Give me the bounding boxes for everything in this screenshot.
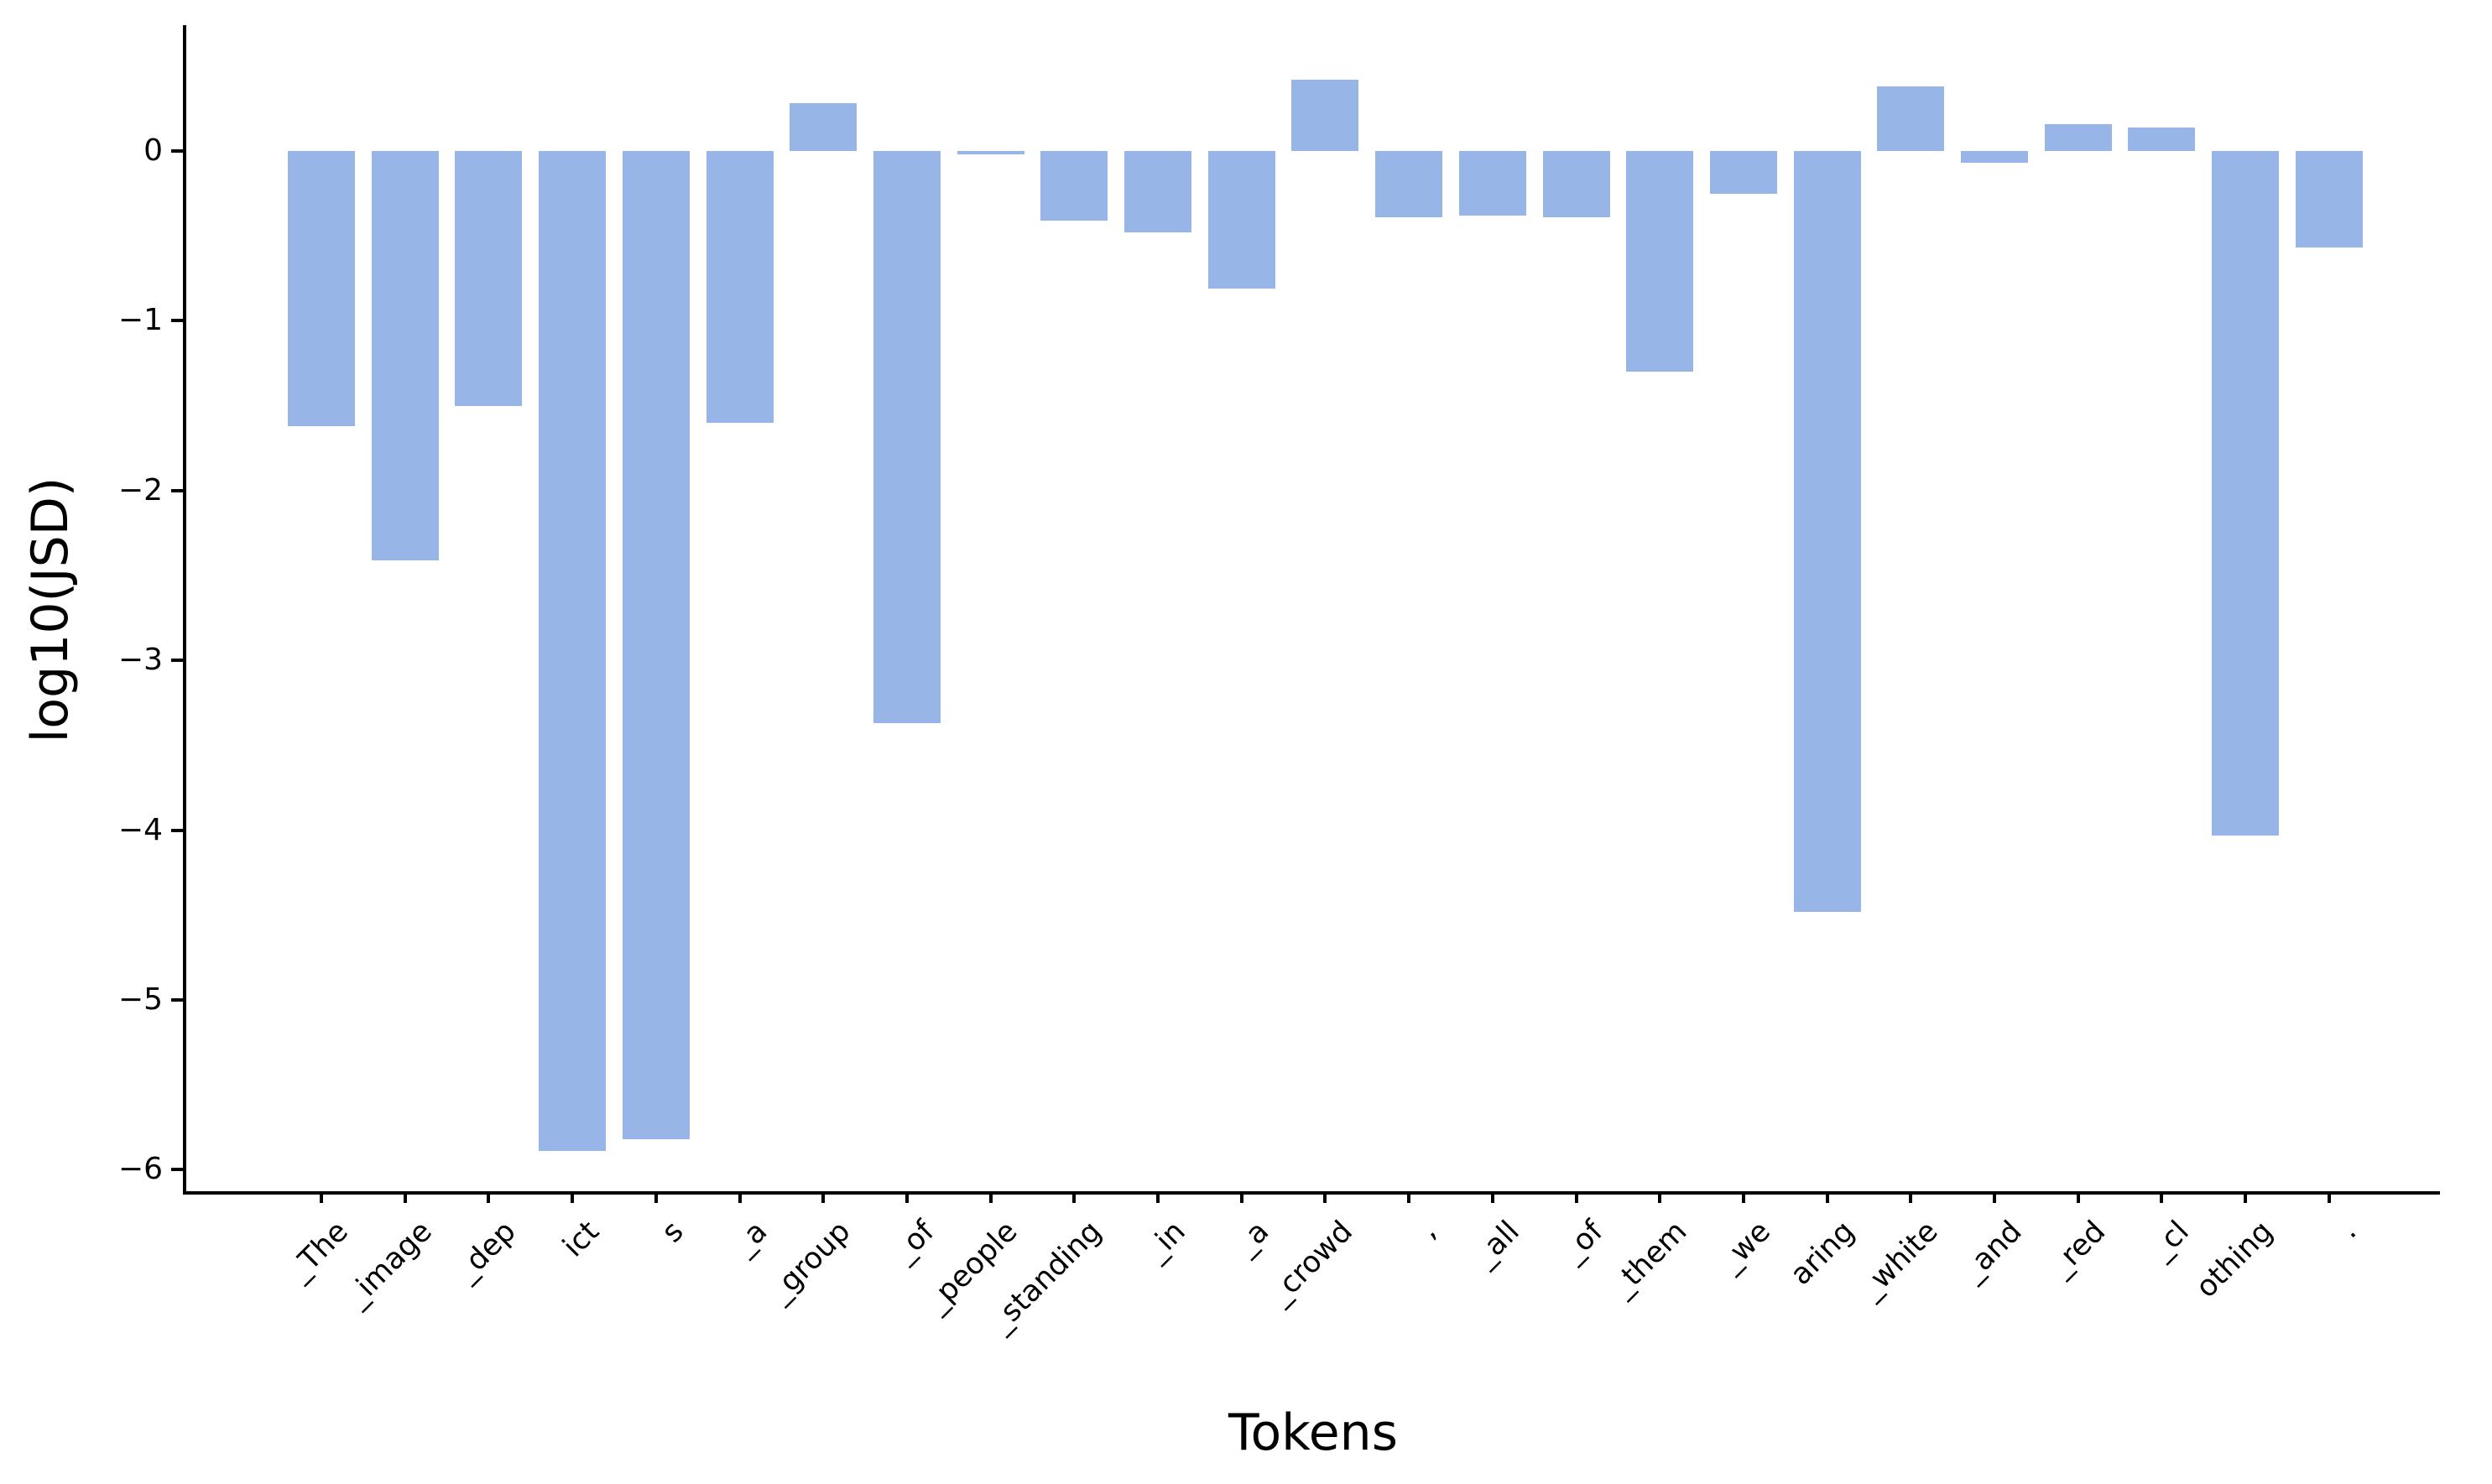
- x-tick-mark-11: [1239, 1191, 1243, 1203]
- bar-,: [1375, 151, 1443, 217]
- x-tick-mark-18: [1825, 1191, 1829, 1203]
- x-tick-label-_The: _The: [282, 1215, 356, 1288]
- bar-_and: [1961, 151, 2028, 164]
- x-tick-mark-16: [1658, 1191, 1662, 1203]
- x-tick-mark-5: [738, 1191, 742, 1203]
- y-tick-mark-0: [171, 149, 183, 153]
- bar-othing: [2212, 151, 2280, 836]
- x-tick-mark-6: [821, 1191, 826, 1203]
- bar-_in: [1124, 151, 1191, 233]
- bar-s: [622, 151, 690, 1139]
- x-tick-label-_of: _of: [1556, 1215, 1610, 1269]
- bar-ict: [539, 151, 607, 1152]
- x-tick-label-.: .: [2332, 1215, 2364, 1246]
- x-tick-label-othing: othing: [2189, 1215, 2280, 1305]
- x-tick-mark-17: [1741, 1191, 1745, 1203]
- bar-aring: [1793, 151, 1861, 912]
- y-tick-mark--6: [171, 1168, 183, 1172]
- x-tick-label-_image: _image: [340, 1215, 439, 1314]
- y-tick-label--2: −2: [117, 472, 163, 508]
- x-tick-mark-0: [320, 1191, 323, 1203]
- y-tick-mark--1: [171, 319, 183, 323]
- x-tick-mark-22: [2160, 1191, 2164, 1203]
- x-tick-label-_in: _in: [1139, 1215, 1192, 1268]
- y-tick-mark--4: [171, 828, 183, 832]
- y-tick-mark--2: [171, 488, 183, 492]
- x-tick-label-s: s: [654, 1215, 691, 1250]
- x-tick-mark-13: [1407, 1191, 1411, 1203]
- x-tick-mark-24: [2327, 1191, 2331, 1203]
- bar-_a: [706, 151, 774, 423]
- x-tick-mark-1: [403, 1191, 407, 1203]
- x-tick-mark-10: [1156, 1191, 1160, 1203]
- x-tick-label-_them: _them: [1605, 1215, 1694, 1304]
- x-tick-label-_cl: _cl: [2144, 1215, 2196, 1267]
- x-tick-mark-12: [1323, 1191, 1327, 1203]
- x-tick-label-_all: _all: [1468, 1215, 1527, 1273]
- x-tick-mark-7: [905, 1191, 909, 1203]
- bar-_all: [1458, 151, 1526, 216]
- x-tick-mark-23: [2244, 1191, 2248, 1203]
- bar-_of: [873, 151, 941, 724]
- x-tick-mark-20: [1993, 1191, 1996, 1203]
- x-tick-label-aring: aring: [1783, 1215, 1861, 1292]
- y-axis-label: log10(JSD): [21, 476, 80, 743]
- bar-_white: [1877, 86, 1945, 151]
- plot-area: 0 −1 −2 −3 −4 −5 −6 _The _image _dep ict s _a _group…: [118, 25, 2440, 1339]
- bar-_a: [1207, 151, 1275, 289]
- y-tick-label--6: −6: [117, 1152, 163, 1187]
- bar-.: [2295, 151, 2363, 248]
- bar-_them: [1626, 151, 1694, 372]
- bar-_red: [2044, 123, 2112, 151]
- bar-_The: [288, 151, 355, 426]
- x-tick-label-_red: _red: [2043, 1215, 2112, 1284]
- y-tick-mark--3: [171, 659, 183, 663]
- x-tick-mark-2: [487, 1191, 491, 1203]
- y-tick-label-0: 0: [143, 133, 163, 168]
- x-tick-label-_white: _white: [1853, 1215, 1945, 1306]
- bar-_standing: [1040, 151, 1108, 221]
- x-tick-label-ict: ict: [556, 1215, 607, 1264]
- y-tick-label--5: −5: [117, 982, 163, 1017]
- x-tick-mark-15: [1574, 1191, 1578, 1203]
- x-tick-label-_we: _we: [1713, 1215, 1778, 1279]
- x-tick-mark-21: [2076, 1191, 2080, 1203]
- x-tick-mark-4: [654, 1191, 658, 1203]
- y-tick-label--3: −3: [117, 643, 163, 678]
- bar-_dep: [455, 151, 523, 406]
- x-tick-mark-19: [1909, 1191, 1913, 1203]
- x-tick-mark-3: [571, 1191, 575, 1203]
- y-tick-mark--5: [171, 998, 183, 1002]
- y-tick-label--1: −1: [117, 303, 163, 338]
- x-tick-mark-14: [1490, 1191, 1494, 1203]
- x-tick-mark-9: [1072, 1191, 1077, 1203]
- x-axis-spine: [183, 1191, 2440, 1195]
- x-axis-label: Tokens: [1228, 1403, 1398, 1462]
- bar-_image: [371, 151, 439, 560]
- bar-_we: [1709, 151, 1777, 194]
- x-tick-label-_and: _and: [1955, 1215, 2029, 1289]
- y-axis-spine: [183, 25, 186, 1195]
- y-tick-label--4: −4: [117, 812, 163, 847]
- bar-_group: [790, 103, 858, 151]
- bar-_crowd: [1291, 79, 1359, 151]
- x-tick-label-_crowd: _crowd: [1262, 1215, 1359, 1311]
- x-tick-label-_dep: _dep: [449, 1215, 523, 1289]
- x-tick-label-_a: _a: [726, 1215, 774, 1262]
- x-tick-label-_a: _a: [1228, 1215, 1275, 1262]
- x-tick-label-,: ,: [1412, 1215, 1443, 1246]
- bar-_of: [1542, 151, 1610, 217]
- x-tick-label-_of: _of: [886, 1215, 941, 1269]
- x-tick-mark-8: [988, 1191, 993, 1203]
- bar-_people: [957, 151, 1024, 155]
- bar-_cl: [2128, 127, 2196, 151]
- x-tick-label-_group: _group: [762, 1215, 858, 1310]
